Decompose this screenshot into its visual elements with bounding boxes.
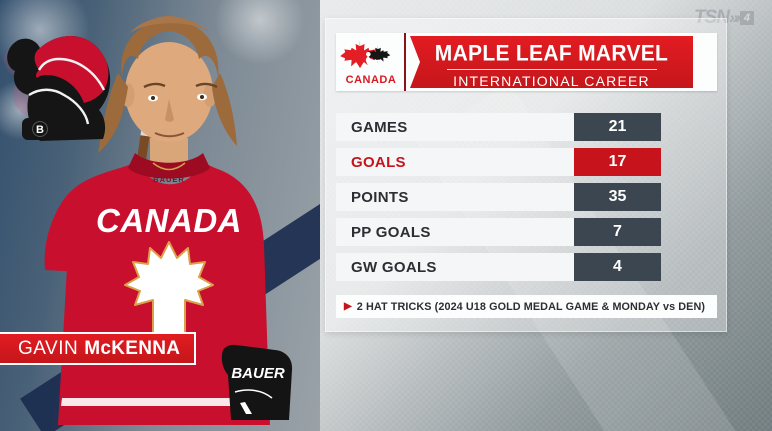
svg-text:CANADA: CANADA xyxy=(346,74,397,86)
svg-text:CANADA: CANADA xyxy=(96,202,242,239)
svg-text:BAUER: BAUER xyxy=(153,175,185,184)
svg-text:BAUER: BAUER xyxy=(231,365,285,382)
svg-text:B: B xyxy=(36,124,44,136)
